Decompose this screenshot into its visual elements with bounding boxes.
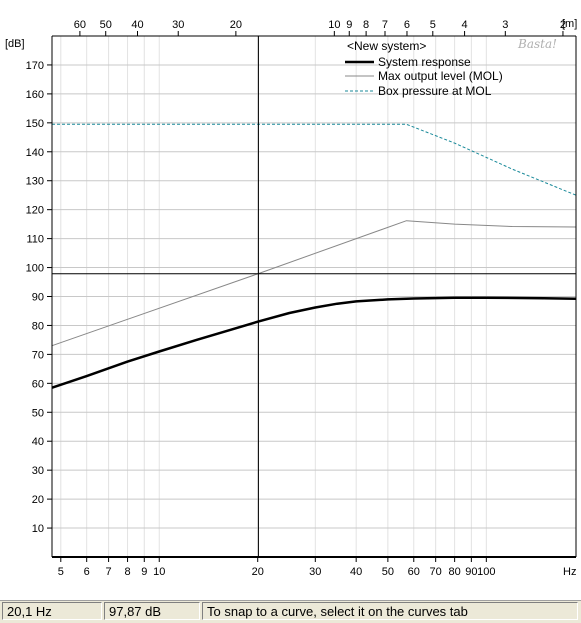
top-axis: 60 50 40 30 20 10 9 8 7 6 5 4 3 2 [74, 19, 566, 36]
y-tick-label: 10 [32, 523, 44, 535]
legend-label-mol: Max output level (MOL) [378, 69, 503, 83]
y-tick-label: 20 [32, 494, 44, 506]
x-tick-label: 80 [449, 566, 461, 578]
x-tick-label: 5 [58, 566, 64, 578]
legend-label-box-pressure: Box pressure at MOL [378, 84, 492, 98]
top-tick-label: 60 [74, 19, 86, 31]
y-tick-label: 50 [32, 407, 44, 419]
y-axis: 10 20 30 40 50 60 70 80 90 100 110 120 130 140 150 160 1… [26, 60, 52, 535]
x-tick-label: 7 [106, 566, 112, 578]
y-tick-label: 120 [26, 205, 44, 217]
legend: <New system> Basta! System response Max … [345, 37, 557, 98]
top-tick-label: 50 [100, 19, 112, 31]
top-unit-label: [m] [562, 18, 577, 30]
top-tick-label: 40 [131, 19, 143, 31]
watermark-logo: Basta! [517, 37, 557, 51]
x-tick-label: 30 [309, 566, 321, 578]
response-chart[interactable]: 1020304050607080901001101201301401501601… [0, 0, 581, 600]
x-tick-label: 6 [84, 566, 90, 578]
series-layer[interactable] [51, 123, 577, 389]
x-unit-label: Hz [563, 566, 576, 578]
top-tick-label: 10 [328, 19, 340, 31]
series-line-2[interactable] [51, 220, 577, 347]
x-tick-label: 70 [430, 566, 442, 578]
top-tick-label: 30 [172, 19, 184, 31]
top-tick-label: 6 [404, 19, 410, 31]
top-tick-label: 2 [560, 19, 566, 31]
top-tick-label: 4 [462, 19, 468, 31]
y-tick-label: 70 [32, 349, 44, 361]
top-tick-label: 8 [363, 19, 369, 31]
status-level: 97,87 dB [104, 602, 200, 620]
status-hint: To snap to a curve, select it on the cur… [202, 602, 578, 620]
y-tick-label: 100 [26, 263, 44, 275]
x-tick-label: 60 [408, 566, 420, 578]
x-tick-label: 90 [465, 566, 477, 578]
series-line-3[interactable] [52, 123, 577, 196]
y-tick-label: 80 [32, 320, 44, 332]
major-grid [52, 64, 576, 529]
y-unit-label: [dB] [5, 38, 25, 50]
legend-title: <New system> [347, 39, 426, 53]
x-tick-label: 9 [141, 566, 147, 578]
x-tick-label: 50 [382, 566, 394, 578]
chart-panel[interactable]: 10 20 30 40 50 60 70 80 90 100 110 120 130 140 150 160 1… [0, 0, 581, 600]
y-tick-label: 30 [32, 465, 44, 477]
x-tick-label: 8 [124, 566, 130, 578]
x-axis: 5 6 7 8 9 10 20 30 40 50 60 70 80 90 100 [58, 557, 496, 578]
top-tick-label: 3 [502, 19, 508, 31]
x-tick-label: 20 [252, 566, 264, 578]
y-tick-label: 60 [32, 378, 44, 390]
status-frequency: 20,1 Hz [2, 602, 102, 620]
status-bar: 20,1 Hz 97,87 dB To snap to a curve, sel… [0, 600, 581, 623]
y-tick-label: 130 [26, 176, 44, 188]
top-tick-label: 20 [230, 19, 242, 31]
x-tick-label: 10 [153, 566, 165, 578]
y-tick-label: 40 [32, 436, 44, 448]
top-tick-label: 5 [430, 19, 436, 31]
y-tick-label: 150 [26, 118, 44, 130]
y-tick-label: 140 [26, 147, 44, 159]
top-tick-label: 7 [382, 19, 388, 31]
series-line-1[interactable] [51, 296, 577, 389]
x-tick-label: 100 [477, 566, 495, 578]
legend-label-system-response: System response [378, 55, 471, 69]
cursor[interactable] [52, 36, 576, 557]
y-tick-label: 110 [26, 234, 44, 246]
y-tick-label: 170 [26, 60, 44, 72]
y-tick-label: 90 [32, 292, 44, 304]
x-tick-label: 40 [350, 566, 362, 578]
plot-frame [51, 35, 577, 558]
y-tick-label: 160 [26, 89, 44, 101]
top-tick-label: 9 [346, 19, 352, 31]
